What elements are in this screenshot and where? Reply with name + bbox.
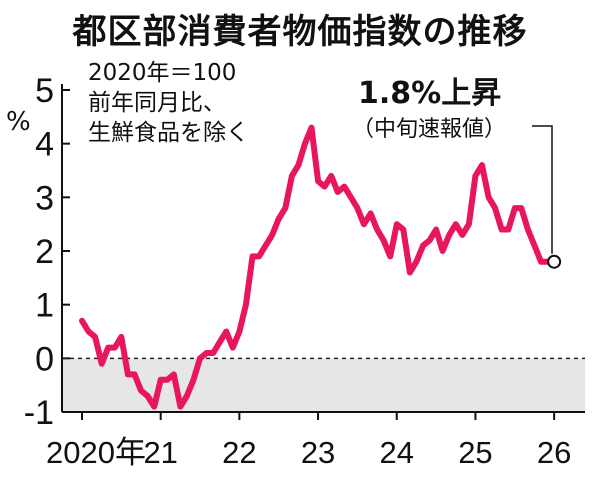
data-point bbox=[330, 175, 332, 177]
data-point bbox=[337, 191, 339, 193]
x-tick-label: 26 bbox=[537, 435, 571, 470]
callout-leader-line bbox=[532, 125, 553, 254]
data-point bbox=[199, 357, 201, 359]
data-point bbox=[107, 347, 109, 349]
data-point bbox=[389, 255, 391, 257]
data-point bbox=[317, 180, 319, 182]
data-point bbox=[186, 395, 188, 397]
unit-label: % bbox=[6, 107, 31, 137]
data-point bbox=[540, 261, 542, 263]
callout-preliminary-note: （中旬速報値） bbox=[352, 117, 506, 142]
data-point bbox=[533, 245, 535, 247]
data-point bbox=[278, 218, 280, 220]
latest-point-marker bbox=[547, 254, 562, 269]
data-point bbox=[258, 255, 260, 257]
data-point bbox=[370, 212, 372, 214]
x-tick-label: 21 bbox=[143, 435, 177, 470]
data-point bbox=[232, 347, 234, 349]
data-point bbox=[153, 406, 155, 408]
data-point bbox=[304, 143, 306, 145]
data-point bbox=[488, 196, 490, 198]
data-point bbox=[265, 245, 267, 247]
data-point bbox=[114, 347, 116, 349]
data-point bbox=[507, 229, 509, 231]
data-point bbox=[252, 255, 254, 257]
data-point bbox=[140, 390, 142, 392]
data-point bbox=[494, 207, 496, 209]
data-point bbox=[350, 196, 352, 198]
data-point bbox=[448, 234, 450, 236]
data-point bbox=[127, 373, 129, 375]
data-point bbox=[356, 207, 358, 209]
data-point bbox=[94, 336, 96, 338]
data-point bbox=[81, 320, 83, 322]
x-tick-label: 22 bbox=[222, 435, 256, 470]
y-tick-label: 5 bbox=[35, 72, 54, 110]
data-point bbox=[527, 229, 529, 231]
data-point bbox=[219, 341, 221, 343]
data-point bbox=[311, 127, 313, 129]
data-point bbox=[501, 229, 503, 231]
data-point bbox=[173, 373, 175, 375]
data-point bbox=[383, 239, 385, 241]
data-point bbox=[363, 223, 365, 225]
data-point bbox=[147, 395, 149, 397]
data-point bbox=[291, 175, 293, 177]
callout-latest-value: 1.8%上昇 bbox=[358, 76, 501, 111]
data-point bbox=[179, 406, 181, 408]
data-point bbox=[324, 186, 326, 188]
x-tick-label: 24 bbox=[380, 435, 414, 470]
data-point bbox=[461, 234, 463, 236]
data-point bbox=[238, 331, 240, 332]
data-point bbox=[520, 207, 522, 209]
data-point bbox=[88, 331, 90, 332]
data-point bbox=[409, 271, 411, 273]
data-point bbox=[212, 352, 214, 354]
data-point bbox=[514, 207, 516, 209]
note-yoy: 前年同月比、 bbox=[88, 90, 226, 116]
data-point bbox=[297, 164, 299, 166]
data-point bbox=[402, 229, 404, 231]
y-tick-label: 0 bbox=[35, 340, 54, 378]
data-point bbox=[133, 373, 135, 375]
chart-title: 都区部消費者物価指数の推移 bbox=[72, 12, 528, 52]
data-point bbox=[415, 261, 417, 263]
data-point bbox=[206, 352, 208, 354]
data-point bbox=[455, 223, 457, 225]
data-points bbox=[81, 127, 555, 408]
data-point bbox=[271, 234, 273, 236]
data-point bbox=[468, 223, 470, 225]
x-tick-label: 2020年 bbox=[46, 435, 146, 470]
data-point bbox=[422, 245, 424, 247]
data-point bbox=[343, 186, 345, 188]
data-point bbox=[225, 331, 227, 332]
y-tick-label: 3 bbox=[35, 179, 54, 217]
x-tick-label: 23 bbox=[301, 435, 335, 470]
data-point bbox=[166, 379, 168, 381]
data-point bbox=[481, 164, 483, 166]
data-point bbox=[376, 229, 378, 231]
y-tick-label: -1 bbox=[24, 394, 54, 432]
data-point bbox=[160, 379, 162, 381]
y-tick-label: 4 bbox=[35, 126, 54, 164]
y-tick-label: 1 bbox=[35, 287, 54, 325]
data-point bbox=[120, 336, 122, 338]
x-tick-label: 25 bbox=[458, 435, 492, 470]
y-tick-label: 2 bbox=[35, 233, 54, 271]
data-point bbox=[474, 175, 476, 177]
note-base-year: 2020年＝100 bbox=[88, 60, 236, 86]
data-point bbox=[284, 207, 286, 209]
data-point bbox=[101, 363, 103, 365]
data-point bbox=[396, 223, 398, 225]
data-point bbox=[442, 250, 444, 252]
data-point bbox=[193, 379, 195, 381]
data-point bbox=[435, 229, 437, 231]
note-excl-fresh-food: 生鮮食品を除く bbox=[88, 120, 249, 146]
data-point bbox=[245, 304, 247, 306]
data-point bbox=[429, 239, 431, 241]
